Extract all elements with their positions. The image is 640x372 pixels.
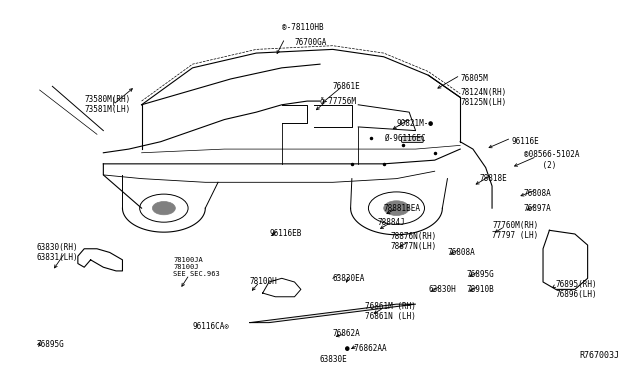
Text: 76808A: 76808A	[524, 189, 552, 198]
Text: 63830(RH)
63831(LH): 63830(RH) 63831(LH)	[36, 243, 78, 262]
Text: 96116E: 96116E	[511, 137, 539, 146]
Text: 63830H: 63830H	[428, 285, 456, 294]
Text: ●-76862AA: ●-76862AA	[346, 344, 387, 353]
Circle shape	[152, 202, 175, 215]
Text: 78100JA
78100J
SEE SEC.963: 78100JA 78100J SEE SEC.963	[173, 257, 220, 277]
Text: 76895G: 76895G	[36, 340, 64, 349]
FancyBboxPatch shape	[401, 137, 423, 142]
Text: 63830E: 63830E	[320, 355, 348, 364]
Text: 90821M-●: 90821M-●	[396, 119, 433, 128]
Circle shape	[384, 201, 409, 215]
Text: 78876N(RH)
78877N(LH): 78876N(RH) 78877N(LH)	[390, 232, 436, 251]
Text: 76805M: 76805M	[460, 74, 488, 83]
Text: 78910B: 78910B	[467, 285, 494, 294]
Text: 78884J: 78884J	[378, 218, 405, 227]
Text: ð-77756M: ð-77756M	[320, 97, 357, 106]
Text: 76895(RH)
76896(LH): 76895(RH) 76896(LH)	[556, 280, 597, 299]
Text: 76861E: 76861E	[333, 82, 360, 91]
Text: 78818E: 78818E	[479, 174, 507, 183]
Text: 77760M(RH)
77797 (LH): 77760M(RH) 77797 (LH)	[492, 221, 538, 240]
Text: 76700GA: 76700GA	[294, 38, 327, 46]
Text: 78881BEA: 78881BEA	[384, 203, 420, 213]
Text: 78124N(RH)
78125N(LH): 78124N(RH) 78125N(LH)	[460, 88, 506, 107]
Text: 96116EB: 96116EB	[269, 230, 301, 238]
Text: 73580M(RH)
73581M(LH): 73580M(RH) 73581M(LH)	[84, 95, 131, 115]
Text: 96116CA⊙: 96116CA⊙	[193, 322, 230, 331]
Text: 76897A: 76897A	[524, 203, 552, 213]
Text: 63830EA: 63830EA	[333, 274, 365, 283]
Text: 78100H: 78100H	[250, 278, 278, 286]
Text: 76895G: 76895G	[467, 270, 494, 279]
Text: 76862A: 76862A	[333, 329, 360, 338]
Text: 76808A: 76808A	[447, 248, 475, 257]
Polygon shape	[250, 304, 415, 323]
Text: ®08566-5102A
    (2): ®08566-5102A (2)	[524, 150, 579, 170]
Text: R767003J: R767003J	[579, 350, 620, 359]
Text: ®-78110HB: ®-78110HB	[282, 23, 323, 32]
Text: Ø-96116EC: Ø-96116EC	[384, 134, 426, 142]
Text: 76861M (RH)
76861N (LH): 76861M (RH) 76861N (LH)	[365, 302, 415, 321]
